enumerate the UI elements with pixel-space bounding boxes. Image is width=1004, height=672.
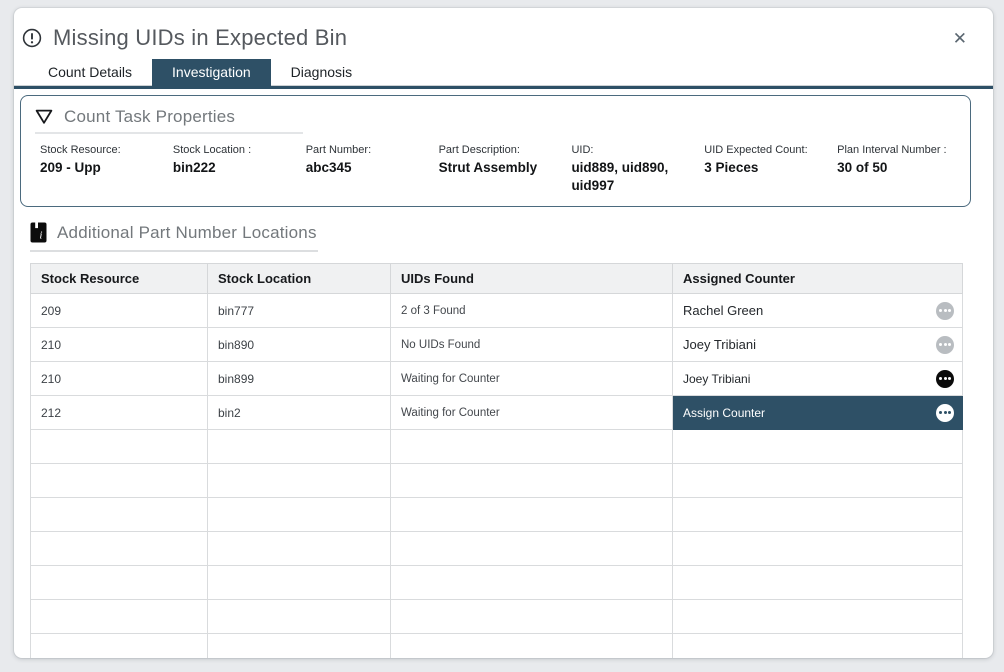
table-row: 210 bin899 Waiting for Counter Joey Trib… [30, 361, 963, 397]
cell-assigned-counter[interactable]: Joey Tribiani [672, 361, 963, 397]
table-row: 210 bin890 No UIDs Found Joey Tribiani [30, 327, 963, 363]
empty-table-row [30, 531, 963, 567]
cell-uids-found: 2 of 3 Found [390, 293, 673, 329]
additional-locations-table: Stock Resource Stock Location UIDs Found… [30, 263, 963, 658]
svg-text:i: i [39, 230, 42, 242]
empty-table-row [30, 633, 963, 658]
ellipsis-menu-icon[interactable] [936, 335, 954, 354]
cell-stock-location: bin777 [207, 293, 391, 329]
prop-part-number: Part Number: abc345 [305, 144, 372, 175]
cell-assigned-counter[interactable]: Joey Tribiani [672, 327, 963, 363]
cell-stock-resource: 210 [30, 361, 208, 397]
count-task-properties-fields: Stock Resource: 209 - Upp Stock Location… [21, 134, 970, 194]
empty-table-row [30, 463, 963, 499]
cell-stock-resource: 210 [30, 327, 208, 363]
close-icon[interactable]: ✕ [952, 28, 967, 48]
additional-locations-title: Additional Part Number Locations [57, 222, 317, 242]
empty-table-row [30, 565, 963, 601]
empty-table-row [30, 599, 963, 635]
col-header-stock-resource: Stock Resource [30, 263, 208, 295]
missing-uids-dialog: Missing UIDs in Expected Bin ✕ Count Det… [14, 8, 993, 658]
col-header-stock-location: Stock Location [207, 263, 391, 295]
col-header-assigned-counter: Assigned Counter [672, 263, 963, 295]
cell-stock-resource: 212 [30, 395, 208, 431]
table-row: 209 bin777 2 of 3 Found Rachel Green [30, 293, 963, 329]
cell-uids-found: Waiting for Counter [390, 361, 673, 397]
prop-stock-location: Stock Location : bin222 [172, 144, 252, 175]
assigned-counter-name: Joey Tribiani [683, 371, 751, 386]
table-row: 212 bin2 Waiting for Counter Assign Coun… [30, 395, 963, 431]
prop-plan-interval-number: Plan Interval Number : 30 of 50 [837, 144, 947, 175]
ellipsis-menu-icon[interactable] [936, 403, 954, 422]
cell-uids-found: Waiting for Counter [390, 395, 673, 431]
count-task-properties-panel: Count Task Properties Stock Resource: 20… [20, 95, 971, 208]
cell-uids-found: No UIDs Found [390, 327, 673, 363]
empty-table-row [30, 429, 963, 465]
tab-investigation[interactable]: Investigation [152, 59, 271, 86]
filter-triangle-icon [35, 109, 53, 125]
info-card-icon: i [30, 222, 47, 243]
col-header-uids-found: UIDs Found [390, 263, 673, 295]
tab-bar: Count Details Investigation Diagnosis [14, 59, 993, 89]
cell-stock-location: bin899 [207, 361, 391, 397]
dialog-header: Missing UIDs in Expected Bin ✕ [14, 8, 993, 57]
count-task-properties-header[interactable]: Count Task Properties [35, 107, 303, 134]
prop-stock-resource: Stock Resource: 209 - Upp [40, 144, 121, 175]
cell-assign-counter-active[interactable]: Assign Counter [672, 395, 963, 431]
cell-stock-location: bin2 [207, 395, 391, 431]
assigned-counter-name: Assign Counter [683, 405, 766, 420]
alert-circle-icon [22, 28, 42, 48]
prop-uid-expected-count: UID Expected Count: 3 Pieces [704, 144, 808, 175]
empty-table-row [30, 497, 963, 533]
cell-stock-resource: 209 [30, 293, 208, 329]
cell-stock-location: bin890 [207, 327, 391, 363]
prop-uid: UID: uid889, uid890, uid997 [571, 144, 669, 193]
table-header-row: Stock Resource Stock Location UIDs Found… [30, 263, 963, 295]
tab-diagnosis[interactable]: Diagnosis [290, 64, 353, 80]
count-task-properties-title: Count Task Properties [64, 107, 236, 126]
additional-locations-header: i Additional Part Number Locations [30, 222, 318, 253]
tab-count-details[interactable]: Count Details [48, 64, 133, 80]
cell-assigned-counter[interactable]: Rachel Green [672, 293, 963, 329]
ellipsis-menu-icon[interactable] [936, 301, 954, 320]
ellipsis-menu-icon[interactable] [936, 369, 954, 388]
dialog-title: Missing UIDs in Expected Bin [53, 25, 348, 50]
assigned-counter-name: Rachel Green [683, 303, 764, 319]
prop-part-description: Part Description: Strut Assembly [438, 144, 538, 175]
assigned-counter-name: Joey Tribiani [683, 337, 756, 353]
